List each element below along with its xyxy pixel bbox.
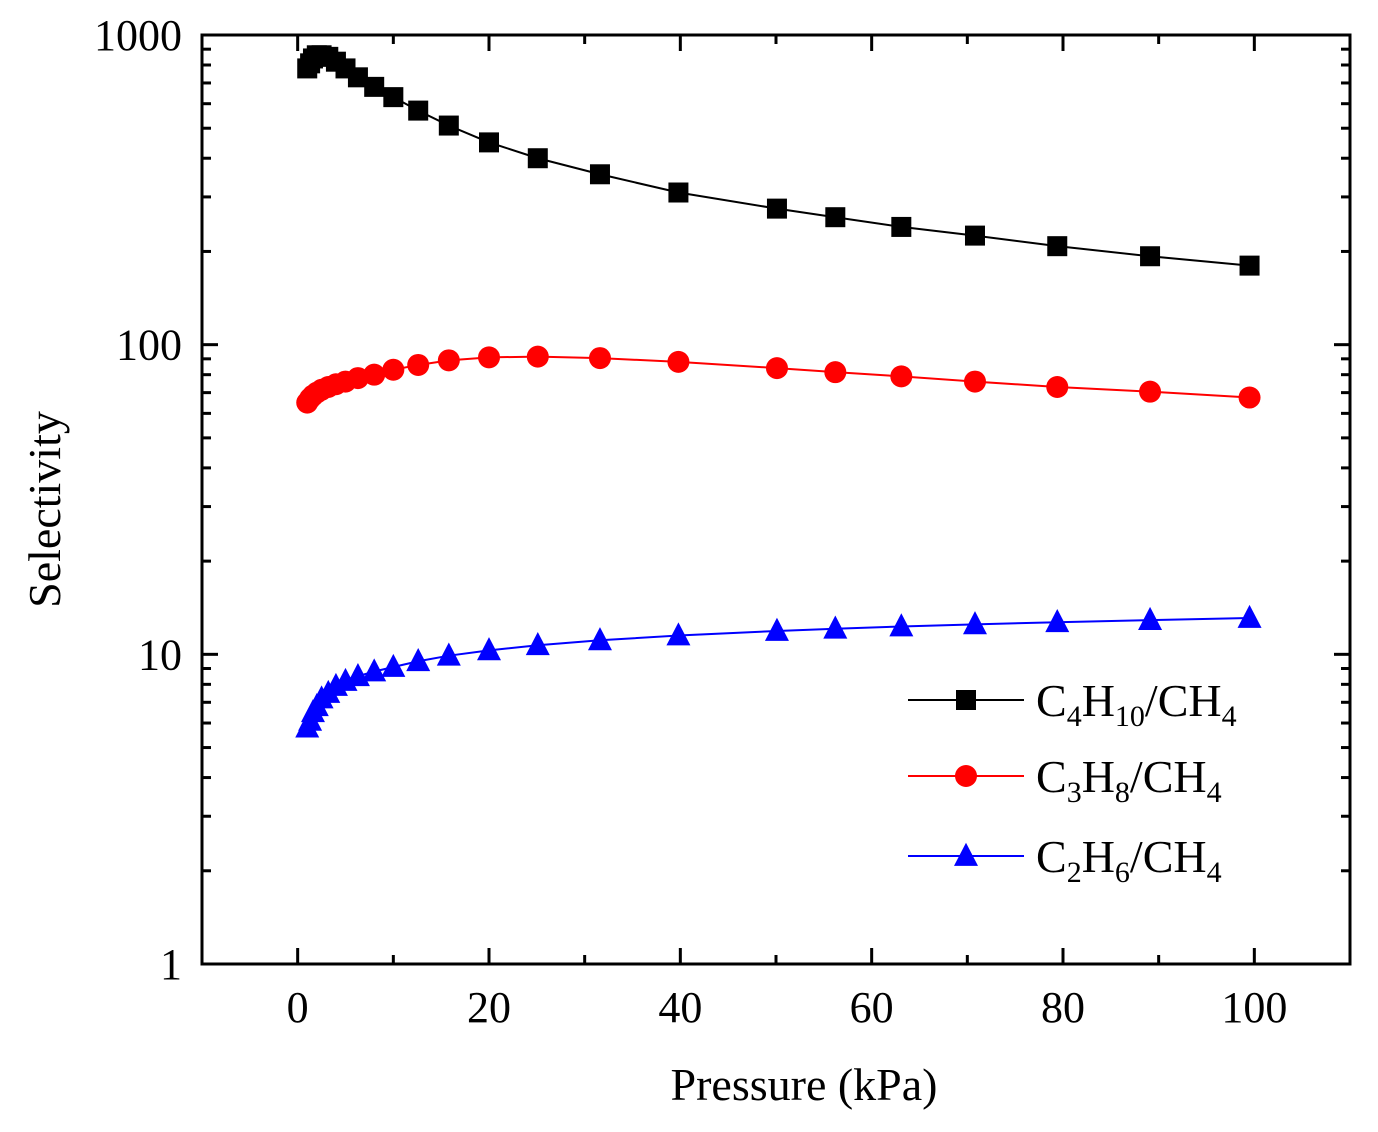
x-tick-label: 40 bbox=[658, 983, 702, 1032]
data-point bbox=[478, 346, 500, 369]
data-point bbox=[891, 216, 912, 237]
data-point bbox=[362, 658, 387, 682]
data-point bbox=[824, 361, 847, 384]
data-point bbox=[347, 67, 368, 88]
data-point bbox=[764, 617, 789, 641]
data-point bbox=[1045, 608, 1070, 633]
data-point bbox=[1139, 380, 1162, 403]
data-point bbox=[889, 613, 914, 637]
data-point bbox=[1237, 604, 1262, 628]
data-point bbox=[765, 357, 788, 380]
data-point bbox=[1238, 386, 1261, 409]
legend-label: C4H10/CH4 bbox=[1036, 675, 1237, 733]
data-point bbox=[364, 76, 385, 97]
data-point bbox=[436, 642, 461, 666]
data-point bbox=[962, 611, 987, 635]
data-point bbox=[527, 148, 548, 169]
x-tick-label: 20 bbox=[467, 983, 511, 1032]
x-tick-label: 0 bbox=[287, 983, 309, 1032]
data-point bbox=[1140, 246, 1161, 267]
legend-item-2: C2H6/CH4 bbox=[908, 831, 1222, 889]
legend-item-0: C4H10/CH4 bbox=[908, 675, 1237, 733]
data-point bbox=[666, 622, 691, 646]
legend-marker bbox=[955, 765, 977, 787]
plot-frame bbox=[200, 33, 1352, 966]
data-point bbox=[525, 632, 550, 656]
x-tick-label: 80 bbox=[1041, 983, 1085, 1032]
data-point bbox=[408, 100, 429, 121]
data-point bbox=[589, 164, 610, 185]
y-tick-label: 1 bbox=[160, 940, 182, 989]
data-point bbox=[406, 648, 431, 672]
y-axis-title: Selectivity bbox=[19, 411, 70, 608]
data-point bbox=[1239, 255, 1260, 276]
data-point bbox=[964, 225, 985, 246]
data-point bbox=[668, 182, 689, 203]
series-line bbox=[306, 54, 1250, 267]
data-point bbox=[383, 87, 404, 108]
y-tick-label: 100 bbox=[116, 321, 182, 370]
data-point bbox=[1138, 606, 1163, 630]
data-point bbox=[1046, 375, 1069, 398]
legend-label: C3H8/CH4 bbox=[1036, 751, 1222, 809]
y-tick-label: 1000 bbox=[94, 11, 182, 60]
data-point bbox=[823, 615, 848, 639]
y-tick-label: 10 bbox=[138, 630, 182, 679]
axes: 0 20 40 60 80 100 1 10 100 1000 Pressure (kPa) Sele… bbox=[19, 11, 1352, 1110]
data-point bbox=[526, 345, 549, 368]
data-point bbox=[963, 370, 986, 393]
data-point bbox=[407, 353, 430, 376]
data-point bbox=[438, 115, 459, 136]
data-point bbox=[381, 653, 406, 677]
data-point bbox=[890, 365, 913, 388]
series-2 bbox=[295, 604, 1262, 738]
legend: C4H10/CH4 C3H8/CH4 C2H6/CH4 bbox=[908, 675, 1237, 889]
x-tick-label: 100 bbox=[1221, 983, 1287, 1032]
data-point bbox=[667, 350, 690, 373]
data-point bbox=[437, 349, 460, 372]
data-point bbox=[825, 207, 846, 228]
series-1 bbox=[296, 345, 1261, 414]
data-point bbox=[766, 198, 787, 219]
plot-area bbox=[295, 45, 1262, 738]
data-point bbox=[1047, 236, 1068, 257]
x-tick-label: 60 bbox=[850, 983, 894, 1032]
x-axis-title: Pressure (kPa) bbox=[671, 1059, 938, 1110]
data-point bbox=[363, 363, 386, 386]
legend-item-1: C3H8/CH4 bbox=[908, 751, 1222, 809]
data-point bbox=[382, 358, 405, 381]
series-0 bbox=[297, 45, 1260, 276]
data-point bbox=[588, 347, 611, 370]
data-point bbox=[477, 637, 501, 661]
legend-marker bbox=[956, 690, 976, 710]
legend-label: C2H6/CH4 bbox=[1036, 831, 1222, 889]
legend-marker bbox=[954, 842, 978, 866]
data-point bbox=[587, 627, 612, 651]
data-point bbox=[479, 132, 499, 153]
